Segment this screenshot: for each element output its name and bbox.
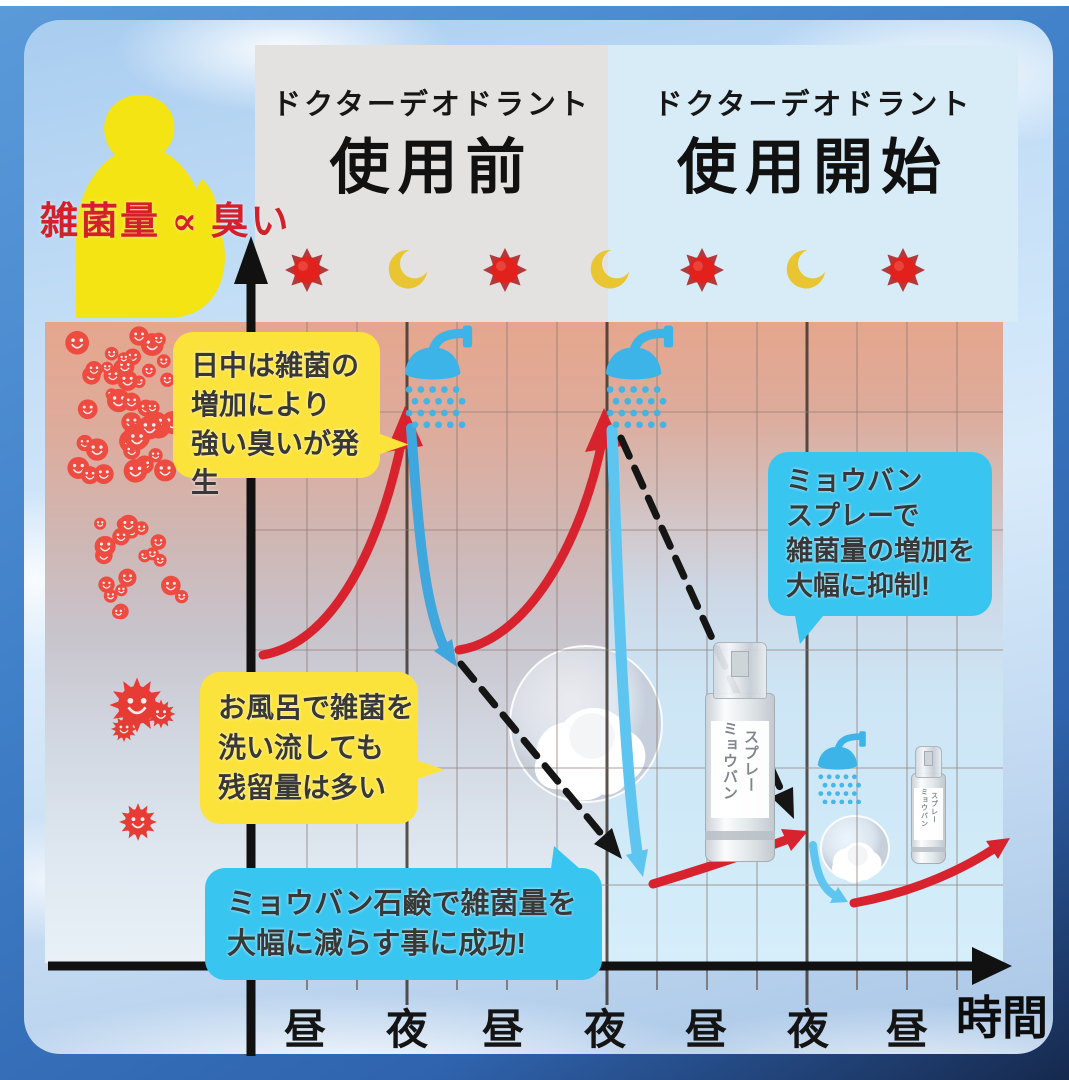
sun-icon — [680, 248, 724, 292]
bubble-soap-success: ミョウバン石鹸で雑菌量を 大幅に減らす事に成功! — [205, 846, 602, 980]
sun-icon — [285, 248, 329, 292]
soap-with-foam — [820, 815, 890, 883]
alum-spray-bottle-large: ミョウバン スプレー — [705, 642, 775, 862]
panel-title-before: 使用前 — [329, 135, 534, 201]
bottle-pump — [923, 750, 934, 766]
moon-icon — [590, 250, 630, 289]
x-tick-label: 夜 — [583, 1008, 626, 1054]
brand-name-after: ドクターデオドラント — [653, 89, 973, 121]
bubble-text: 大幅に抑制! — [786, 571, 930, 601]
x-tick-label: 夜 — [385, 1008, 428, 1054]
sun-icon — [483, 248, 527, 292]
bubble-spray-suppress: ミョウバン スプレーで 雑菌量の増加を 大幅に抑制! — [768, 452, 992, 644]
bubble-text: ミョウバン — [786, 466, 923, 496]
moon-icon — [786, 250, 826, 289]
shower-icon — [605, 325, 674, 429]
bubble-tail — [794, 610, 828, 644]
bottle-label-line2: スプレー — [930, 792, 938, 825]
bubble-tail — [550, 846, 588, 876]
x-tick-label: 昼 — [885, 1008, 928, 1054]
bubble-text: 雑菌量の増加を — [786, 536, 975, 566]
bottle-label-line1: ミョウバン — [920, 788, 928, 829]
bottle-label-line1: ミョウバン — [721, 721, 738, 802]
x-tick-label: 夜 — [786, 1008, 829, 1054]
shower-icon — [817, 731, 866, 805]
bubble-text: スプレーで — [786, 501, 920, 531]
bottle-pump — [730, 650, 750, 677]
sun-icon — [881, 248, 925, 292]
soap-with-foam — [509, 645, 663, 803]
bubble-tail — [370, 431, 410, 463]
bubble-text: 増加により — [191, 389, 331, 420]
bottle-label-line2: スプレー — [742, 729, 759, 794]
x-tick-label: 昼 — [283, 1008, 326, 1054]
bottle-label: ミョウバン スプレー — [711, 721, 769, 818]
bubble-text: 日中は雑菌の — [191, 350, 360, 381]
bubble-text: 強い臭いが発生 — [191, 428, 360, 498]
panel-after-start: ドクターデオドラント 使用開始 — [608, 45, 1018, 322]
bottle-band — [911, 847, 946, 853]
panel-title-after: 使用開始 — [677, 135, 949, 201]
moon-icon — [388, 250, 428, 289]
y-axis-label: 雑菌量 ∝ 臭い — [40, 201, 291, 243]
bubble-text: お風呂で雑菌を — [218, 692, 415, 723]
shower-icon — [404, 325, 473, 429]
bubble-day-increase: 日中は雑菌の 増加により 強い臭いが発生 — [173, 332, 410, 498]
x-tick-label: 昼 — [481, 1008, 524, 1054]
brand-name-before: ドクターデオドラント — [272, 89, 591, 121]
bubble-text: ミョウバン石鹸で雑菌量を — [227, 888, 577, 920]
bubble-text: 洗い流しても — [218, 732, 384, 763]
bubble-bath-residual: お風呂で雑菌を 洗い流しても 残留量は多い — [200, 672, 446, 824]
bubble-text: 大幅に減らす事に成功! — [227, 928, 527, 960]
bottle-band — [705, 831, 775, 840]
bubble-tail — [408, 758, 446, 786]
alum-spray-bottle-small: ミョウバン スプレー — [911, 746, 946, 864]
panel-before-use: ドクターデオドラント 使用前 — [255, 45, 608, 322]
x-axis-label: 時間 — [956, 993, 1048, 1044]
x-tick-label: 昼 — [684, 1008, 727, 1054]
bottle-label: ミョウバン スプレー — [914, 788, 943, 841]
bubble-text: 残留量は多い — [218, 772, 387, 803]
